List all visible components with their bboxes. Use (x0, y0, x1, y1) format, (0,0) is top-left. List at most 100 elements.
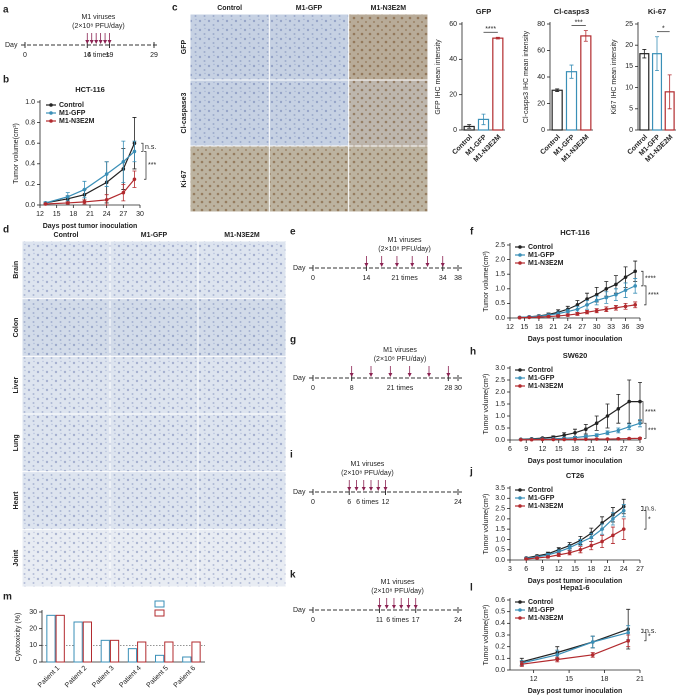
bar (639, 53, 650, 131)
x-tick-label: 12 (506, 324, 514, 331)
micrograph-texture (198, 299, 286, 356)
data-point (546, 314, 551, 319)
data-point (585, 297, 589, 301)
legend-marker (518, 245, 522, 249)
x-tick-label: Patient 2 (64, 665, 89, 690)
data-point (578, 540, 583, 545)
chart-title: GFP (476, 7, 491, 16)
series-line (45, 142, 135, 204)
row-label: Lung (13, 434, 20, 451)
y-tick-label: 1.5 (495, 271, 505, 278)
y-tick-label: 30 (29, 609, 37, 616)
x-tick-label: 27 (119, 211, 127, 218)
bar (100, 639, 110, 663)
column-label: Control (54, 232, 79, 239)
timeline-tick-label: 6 (347, 499, 351, 506)
data-point (540, 437, 545, 442)
row-label: Liver (13, 377, 20, 394)
data-point (565, 309, 570, 314)
chart-title: HCT-116 (560, 228, 590, 237)
legend-label: M1-GFP (59, 110, 86, 117)
data-point (626, 630, 630, 635)
data-point (600, 539, 604, 544)
y-tick-label: 0.6 (495, 597, 505, 604)
x-tick-label: 27 (636, 566, 644, 573)
arrow-head (354, 487, 359, 491)
micrograph-texture (349, 80, 428, 146)
data-point (585, 303, 589, 307)
x-tick-label: 36 (622, 324, 630, 331)
x-tick-label: 15 (555, 446, 563, 453)
significance-label: n.s. (645, 628, 656, 635)
row-label: Cl-caspase3 (181, 92, 188, 133)
x-tick-label: 15 (565, 676, 573, 683)
chart-title: Cl-casps3 (554, 7, 589, 16)
data-point (600, 527, 604, 531)
y-axis-label: Ki67 IHC mean intensity (611, 39, 618, 115)
y-tick-label: 1.0 (495, 413, 505, 420)
data-point (519, 437, 523, 442)
y-tick-label: 2.0 (495, 516, 505, 523)
x-tick-label: 27 (578, 324, 586, 331)
day-label: Day (5, 42, 18, 49)
y-tick-label: 0.2 (25, 181, 35, 188)
x-tick-label: 30 (636, 446, 644, 453)
y-tick-label: 0 (541, 127, 545, 134)
arrow-head (94, 40, 99, 44)
y-tick-label: 0.5 (495, 609, 505, 616)
significance-label: *** (648, 428, 656, 435)
row-label: GFP (181, 39, 188, 54)
data-point (555, 653, 560, 657)
legend-marker (518, 261, 522, 265)
y-tick-label: 20 (625, 42, 633, 49)
x-tick-label: Patient 6 (173, 665, 198, 690)
y-tick-label: 3.0 (495, 365, 505, 372)
data-point (562, 433, 566, 438)
day-label: Day (293, 375, 306, 382)
timeline-dose: (2×10⁸ PFU/day) (72, 23, 125, 30)
data-point (575, 307, 580, 312)
bar (565, 71, 578, 131)
column-label: Control (217, 5, 242, 12)
x-axis-label: Days post tumor inoculation (528, 336, 623, 343)
legend-label: M1-N3E2M (528, 260, 564, 267)
data-point (638, 399, 642, 404)
x-tick-label: 12 (36, 211, 44, 218)
data-point (616, 407, 621, 411)
data-point (562, 437, 566, 442)
data-point (621, 508, 626, 513)
legend-marker (518, 376, 522, 380)
legend-marker (49, 111, 53, 115)
timeline-label: M1 viruses (388, 237, 422, 244)
timeline-tick-label: 29 (150, 52, 158, 59)
y-tick-label: 0 (33, 659, 37, 666)
x-tick-label: 15 (521, 324, 529, 331)
y-tick-label: 5 (629, 106, 633, 113)
y-tick-label: 0.6 (25, 140, 35, 147)
y-tick-label: 0.1 (495, 655, 505, 662)
data-point (611, 517, 615, 521)
arrow-head (391, 605, 396, 609)
timeline-tick-label: 19 (106, 52, 114, 59)
data-point (584, 437, 588, 442)
micrograph-texture (110, 472, 198, 529)
legend-label: M1-N3E2M (528, 383, 564, 390)
timeline-tick-label: 28 (444, 385, 452, 392)
timeline-dose: (2×10⁸ PFU/day) (378, 246, 431, 253)
timeline-times: 6 times (87, 52, 110, 59)
y-tick-label: 0.0 (495, 557, 505, 564)
micrograph-texture (198, 414, 286, 472)
panel-label: h (470, 347, 476, 358)
x-tick-label: 15 (53, 211, 61, 218)
data-point (573, 431, 577, 435)
micrograph-texture (190, 146, 269, 212)
x-axis-label: Days post tumor inoculation (528, 688, 623, 695)
arrow-head (388, 373, 393, 377)
significance-bracket (644, 510, 647, 530)
x-axis-label: Days post tumor inoculation (43, 223, 138, 230)
significance-bracket (644, 422, 647, 439)
data-point (633, 303, 637, 307)
y-axis-label: Tumor volume(cm³) (483, 374, 490, 435)
micrograph-texture (110, 299, 198, 356)
micrograph-texture (349, 14, 428, 80)
